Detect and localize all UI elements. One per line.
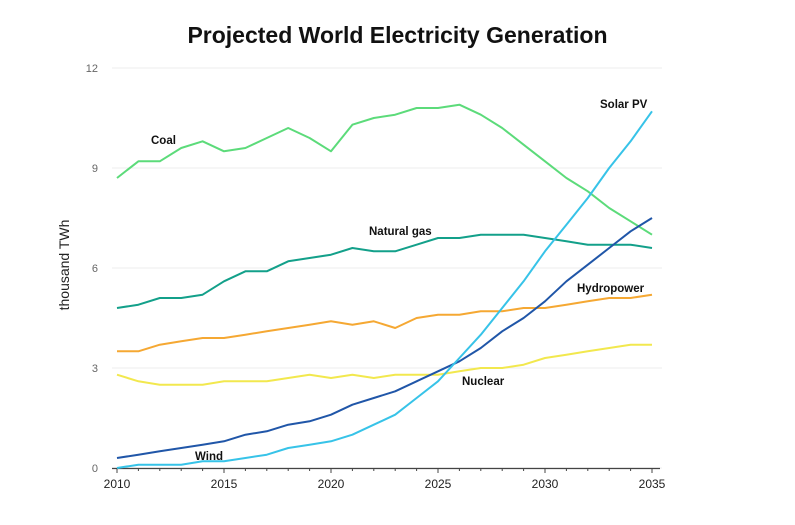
- y-tick-label: 12: [86, 63, 98, 75]
- series-label-hydropower: Hydropower: [577, 283, 645, 295]
- series-label-wind: Wind: [195, 451, 223, 463]
- series-label-solar-pv: Solar PV: [600, 99, 648, 111]
- y-tick-label: 3: [92, 363, 98, 375]
- series-line-coal: [116, 103, 653, 236]
- series-label-coal: Coal: [151, 135, 176, 147]
- x-tick-label: 2025: [425, 477, 452, 491]
- y-tick-label: 6: [92, 263, 98, 275]
- x-tick-label: 2015: [211, 477, 238, 491]
- series-line-natural-gas: [116, 233, 653, 309]
- y-tick-label: 9: [92, 163, 98, 175]
- series-label-nuclear: Nuclear: [462, 376, 505, 388]
- series-line-wind: [116, 217, 653, 459]
- x-tick-label: 2030: [532, 477, 559, 491]
- series-line-hydropower: [117, 293, 653, 353]
- y-tick-label: 0: [92, 463, 98, 475]
- chart-title: Projected World Electricity Generation: [187, 22, 608, 48]
- x-tick-label: 2020: [318, 477, 345, 491]
- y-axis-label: thousand TWh: [56, 220, 72, 311]
- series-label-natural-gas: Natural gas: [369, 226, 432, 238]
- x-tick-label: 2035: [639, 477, 666, 491]
- series-line-solar-pv: [116, 110, 653, 469]
- series-line-nuclear: [116, 343, 652, 386]
- x-tick-label: 2010: [104, 477, 131, 491]
